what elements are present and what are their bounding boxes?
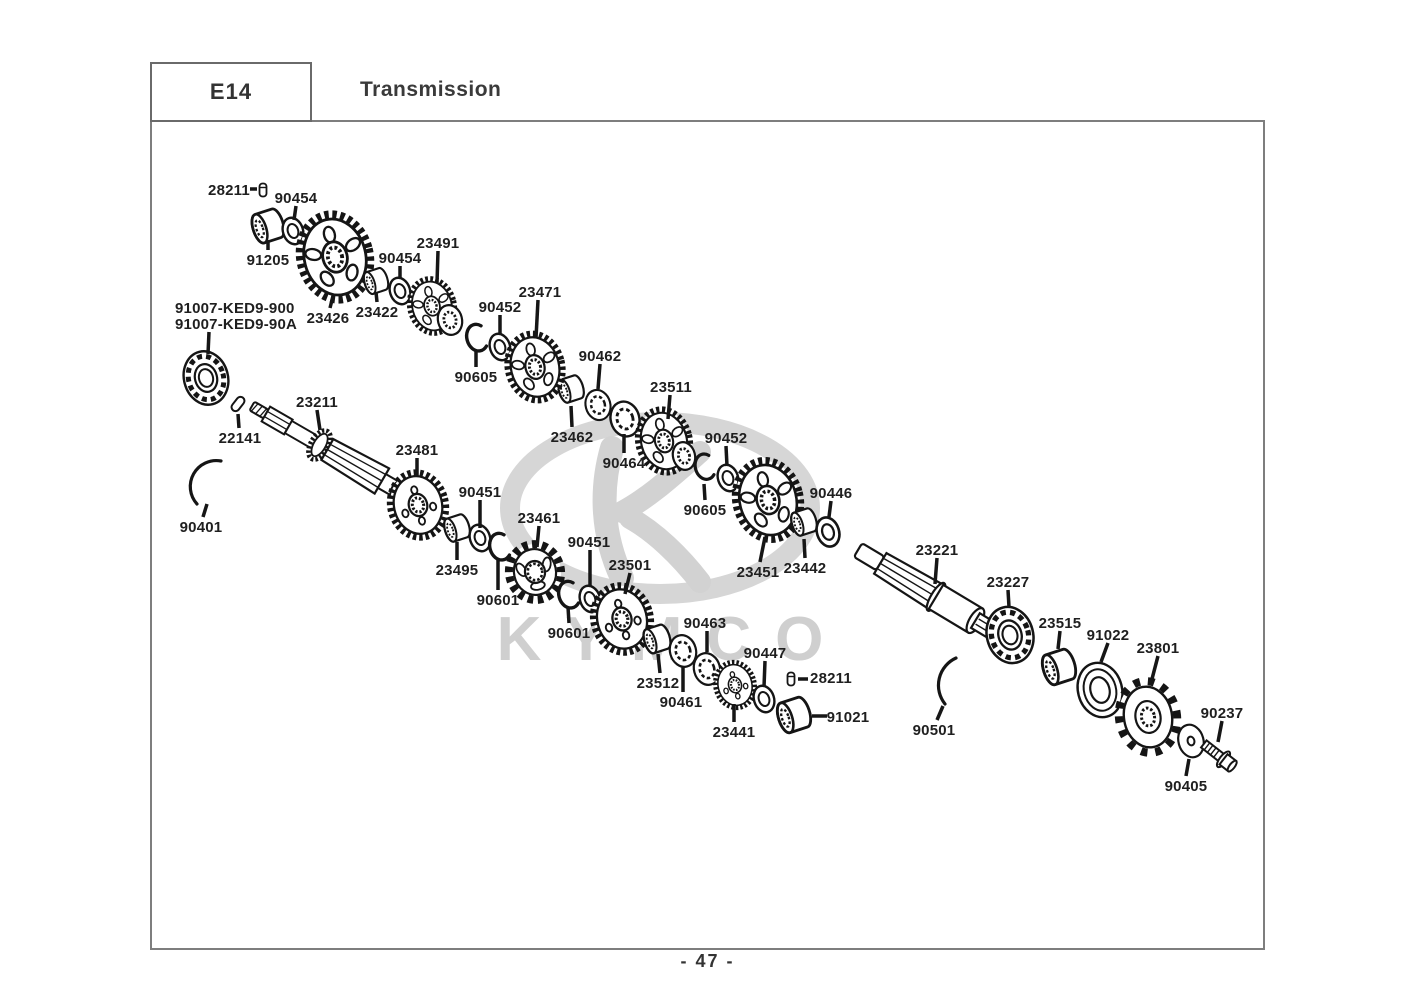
part-label: 90605 — [454, 369, 498, 386]
part-91021-roller-drawing — [772, 693, 816, 737]
part-23495-bushing-drawing — [440, 511, 474, 545]
part-23515-collar-drawing — [1037, 645, 1081, 689]
part-90501-spring-drawing — [936, 656, 958, 706]
part-23491-gear-drawing — [404, 274, 464, 338]
part-label: 90454 — [274, 190, 318, 207]
part-label: 23461 — [517, 510, 561, 527]
part-label: 90454 — [378, 250, 422, 267]
part-label: 90461 — [659, 694, 703, 711]
part-label: 90464 — [602, 455, 646, 472]
part-28211-pin-drawing — [258, 182, 268, 198]
part-23426-gear-drawing — [291, 207, 379, 307]
part-label: 90452 — [704, 430, 748, 447]
part-label: 23227 — [986, 574, 1030, 591]
part-label: 23451 — [736, 564, 780, 581]
part-label: 23422 — [355, 304, 399, 321]
part-90401-spring-drawing — [188, 458, 223, 506]
part-91007-bearing-drawing — [178, 346, 234, 410]
part-label: 90451 — [567, 534, 611, 551]
page-number: - 47 - — [680, 951, 735, 971]
part-label: 90601 — [547, 625, 591, 642]
part-label: 23211 — [296, 394, 338, 411]
leader-lines — [201, 187, 1224, 777]
part-label: 23515 — [1038, 615, 1082, 632]
parts-drawings — [178, 182, 1242, 777]
part-91205-bearing-drawing — [247, 205, 289, 247]
part-label: 90501 — [912, 722, 956, 739]
part-label: 90446 — [809, 485, 853, 502]
part-23801-sprocket-drawing — [1113, 677, 1183, 758]
part-label: 28211 — [810, 670, 852, 687]
part-label: 23462 — [550, 429, 594, 446]
part-90605a-snapring-drawing — [462, 321, 489, 356]
part-label: 23481 — [395, 442, 439, 459]
part-label: 23491 — [416, 235, 460, 252]
part-label: 23501 — [608, 557, 652, 574]
diagram-frame — [150, 120, 1265, 950]
part-label: 90463 — [683, 615, 727, 632]
part-28211b-pin-drawing — [786, 671, 796, 687]
part-label: 23471 — [518, 284, 562, 301]
part-label: 91007-KED9-900 — [175, 300, 295, 317]
part-label: 91022 — [1086, 627, 1130, 644]
part-label: 23426 — [306, 310, 350, 327]
part-label: 28211 — [208, 182, 250, 199]
part-90237-bolt-drawing — [1196, 735, 1242, 777]
part-23511-gear-drawing — [631, 404, 698, 478]
part-label: 90462 — [578, 348, 622, 365]
part-label: 90447 — [743, 645, 787, 662]
part-label: 23801 — [1136, 640, 1180, 657]
part-label: 90451 — [458, 484, 502, 501]
part-label: 23512 — [636, 675, 680, 692]
part-label: 90401 — [179, 519, 223, 536]
part-label: 23511 — [650, 379, 692, 396]
part-22141-key-drawing — [228, 394, 248, 414]
part-label: 90452 — [478, 299, 522, 316]
page-title: Transmission — [360, 78, 502, 101]
part-label: 23221 — [915, 542, 959, 559]
part-label: 91007-KED9-90A — [175, 316, 298, 333]
section-code: E14 — [209, 79, 253, 104]
part-label: 22141 — [218, 430, 262, 447]
part-23227-bearing-drawing — [980, 602, 1039, 669]
part-label: 23495 — [435, 562, 479, 579]
part-label: 90605 — [683, 502, 727, 519]
part-label: 90405 — [1164, 778, 1208, 795]
section-code-box: E14 — [150, 62, 312, 122]
part-label: 90237 — [1200, 705, 1244, 722]
part-label: 23441 — [712, 724, 756, 741]
part-label: 23442 — [783, 560, 827, 577]
part-label: 91205 — [246, 252, 290, 269]
part-label: 91021 — [826, 709, 870, 726]
part-label: 90601 — [476, 592, 520, 609]
